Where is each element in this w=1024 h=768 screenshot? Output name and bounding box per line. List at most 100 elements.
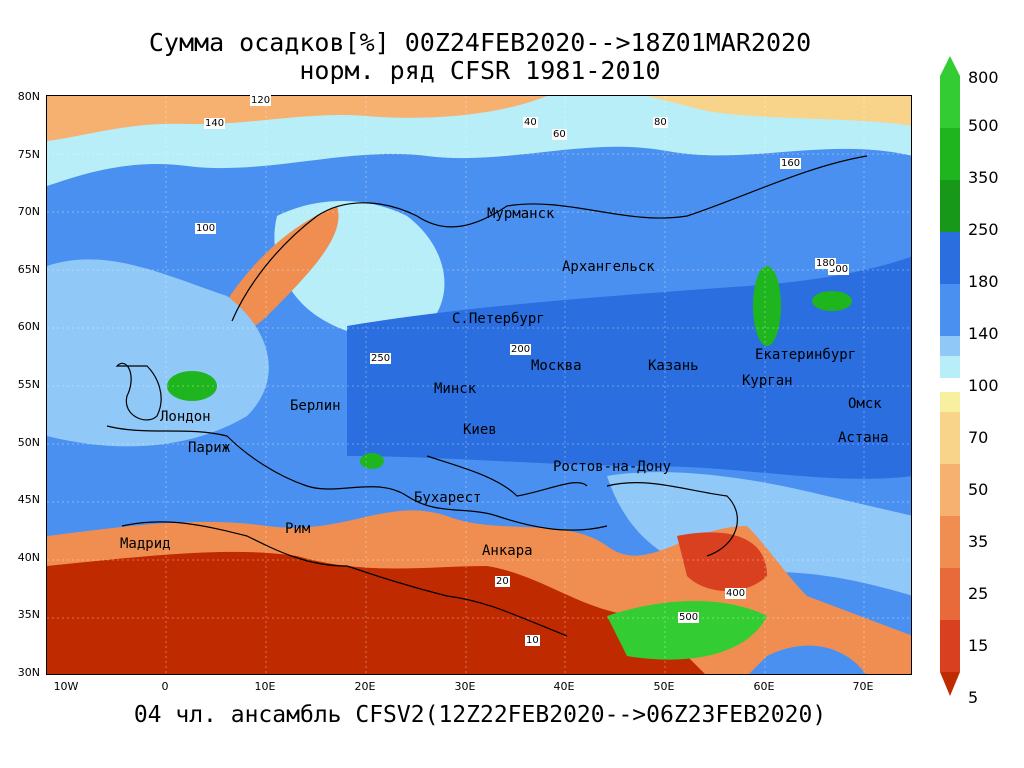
colorbar-label: 25 [968,584,989,603]
colorbar-swatch-35 [940,516,960,568]
contour-label: 400 [725,588,747,599]
lat-label-45n: 45N [17,493,40,506]
contour-label: 100 [195,223,217,234]
norway-coast-orange [217,206,339,331]
contour-label: 40 [523,117,538,128]
colorbar-label: 70 [968,428,989,447]
colorbar-swatch-140 [940,336,960,356]
colorbar-swatch-25 [940,568,960,620]
contour-label: 140 [204,118,226,129]
colorbar-label: 35 [968,532,989,551]
city-label-london: Лондон [160,409,211,425]
lon-label-20e: 20E [354,680,376,693]
contour-label: 180 [815,258,837,269]
contour-label: 500 [678,612,700,623]
city-label-rome: Рим [285,521,311,537]
lon-label-10w: 10W [53,680,79,693]
lat-label-50n: 50N [17,436,40,449]
city-label-arkhangelsk: Архангельск [562,259,655,275]
city-label-paris: Париж [188,440,231,456]
map-title: Сумма осадков[%] 00Z24FEB2020-->18Z01MAR… [148,28,812,57]
lat-label-65n: 65N [17,263,40,276]
colorbar-swatch-70 [940,412,960,464]
lat-label-60n: 60N [17,320,40,333]
contour-label: 20 [495,576,510,587]
ensemble-caption: 04 чл. ансамбль CFSV2(12Z22FEB2020-->06Z… [133,702,827,728]
contour-label: 10 [525,635,540,646]
balkan-green-spot [360,453,384,469]
lon-label-50e: 50E [653,680,675,693]
city-label-madrid: Мадрид [120,536,171,552]
colorbar-label: 180 [968,272,999,291]
colorbar-label: 140 [968,324,999,343]
colorbar-swatch-15 [940,620,960,672]
lat-label-75n: 75N [17,148,40,161]
colorbar-label: 15 [968,636,989,655]
colorbar-label: 100 [968,376,999,395]
lat-label-70n: 70N [17,205,40,218]
contour-label: 200 [510,344,532,355]
atlantic-light-blue [47,259,269,447]
city-label-murmansk: Мурманск [487,206,555,222]
city-label-berlin: Берлин [290,398,341,414]
city-label-rostov: Ростов-на-Дону [553,459,672,475]
city-label-astana: Астана [838,430,889,446]
city-label-minsk: Минск [434,381,477,397]
colorbar-swatch-50 [940,464,960,516]
lon-label-10e: 10E [254,680,276,693]
colorbar-top-arrow [940,56,960,76]
sahara-red-region [47,551,705,674]
lon-label-30e: 30E [454,680,476,693]
persia-green-region [607,601,767,660]
map-canvas [47,96,911,674]
city-label-kiev: Киев [463,422,497,438]
contour-label: 80 [653,117,668,128]
contour-label: 250 [370,353,392,364]
colorbar-label: 800 [968,68,999,87]
colorbar-label: 500 [968,116,999,135]
contour-label: 300 [828,264,850,275]
lon-label-60e: 60E [753,680,775,693]
lat-label-80n: 80N [17,90,40,103]
city-label-st-petersburg: С.Петербург [452,311,545,327]
lat-label-40n: 40N [17,551,40,564]
arctic-orange-region [47,96,547,141]
colorbar-swatch [940,356,960,378]
colorbar-label: 250 [968,220,999,239]
britain-green-spot [167,371,217,401]
caspian-red-spot [677,532,767,591]
caspian-light-blue [607,472,911,596]
contour-label: 120 [250,95,272,106]
city-label-ankara: Анкара [482,543,533,559]
contour-label: 60 [552,129,567,140]
colorbar-label: 5 [968,688,979,707]
precipitation-map [46,95,912,675]
colorbar [940,56,960,696]
lon-label-0: 0 [161,680,169,693]
contour-label: 160 [780,158,802,169]
colorbar-swatch-250 [940,232,960,284]
lat-label-30n: 30N [17,666,40,679]
coastlines [106,155,868,637]
pakistan-blue-region [749,645,866,674]
colorbar-bottom-arrow [940,672,960,696]
colorbar-swatch [940,392,960,412]
city-label-bucharest: Бухарест [414,490,482,506]
map-subtitle: норм. ряд CFSR 1981-2010 [299,56,661,85]
colorbar-swatch-800 [940,76,960,128]
colorbar-swatch-350 [940,180,960,232]
lon-label-70e: 70E [852,680,874,693]
lon-label-40e: 40E [553,680,575,693]
arctic-east-yellow [647,96,911,126]
city-label-moscow: Москва [531,358,582,374]
lat-label-35n: 35N [17,608,40,621]
city-label-kazan: Казань [648,358,699,374]
city-label-yekaterinburg: Екатеринбург [755,347,857,363]
colorbar-label: 350 [968,168,999,187]
colorbar-swatch-500 [940,128,960,180]
city-label-omsk: Омск [848,396,882,412]
colorbar-swatch-180 [940,284,960,336]
graticule [47,96,911,674]
ural-green-spot [753,266,781,346]
lat-label-55n: 55N [17,378,40,391]
